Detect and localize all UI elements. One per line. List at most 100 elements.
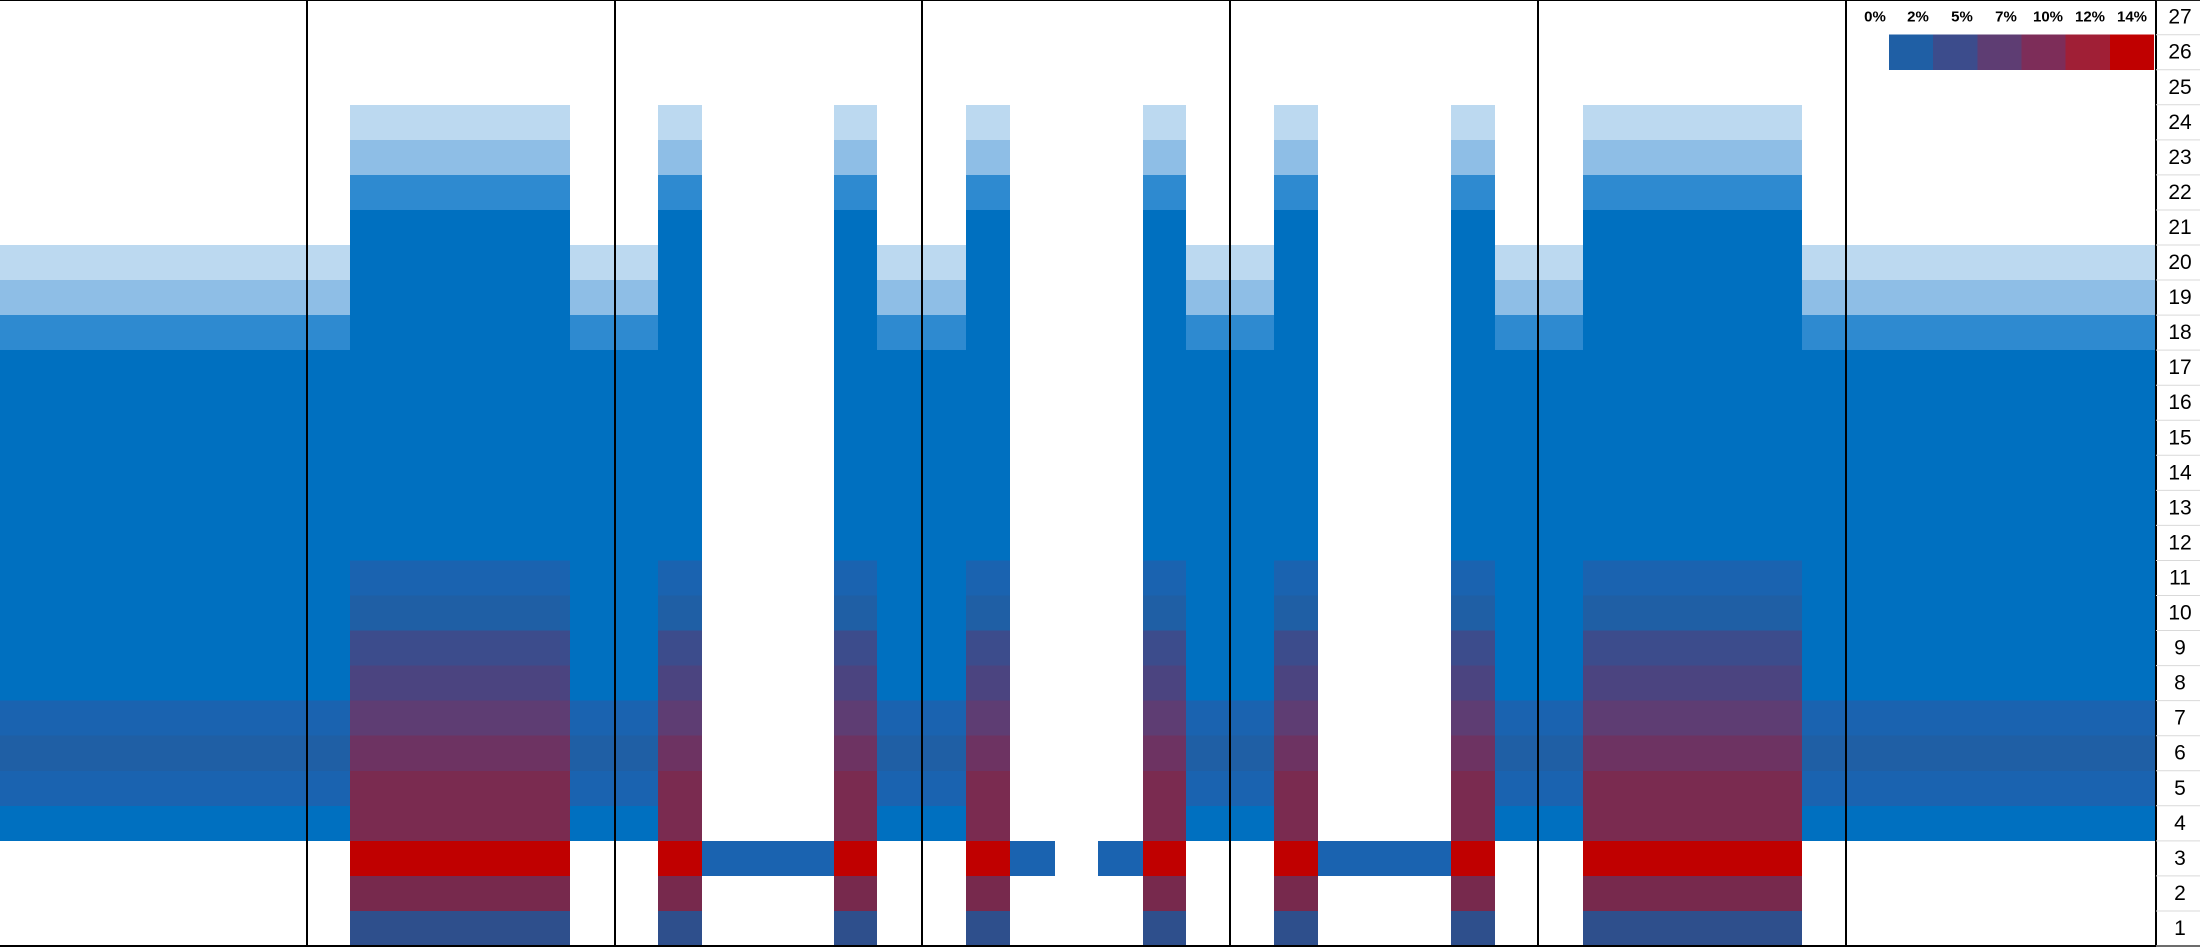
- heatmap-cell: [0, 245, 350, 281]
- heatmap-cell: [1274, 805, 1318, 841]
- heatmap-cell: [1451, 700, 1495, 736]
- heatmap-cell: [1844, 525, 2156, 561]
- heatmap-cell: [658, 104, 702, 140]
- row-label: 25: [2168, 76, 2191, 99]
- heatmap-cell: [0, 525, 350, 561]
- row-label: 18: [2168, 321, 2191, 344]
- row-label: 16: [2168, 391, 2191, 414]
- heatmap-cell: [1143, 910, 1186, 946]
- heatmap-cell: [1274, 595, 1318, 631]
- heatmap-cell: [0, 700, 350, 736]
- heatmap-cell: [0, 385, 350, 421]
- legend-swatch: [2065, 34, 2110, 70]
- heatmap-cell: [0, 280, 350, 316]
- row-label: 13: [2168, 496, 2191, 519]
- row-label: 11: [2169, 566, 2191, 589]
- heatmap-cell: [658, 735, 702, 771]
- heatmap-cell: [1802, 420, 1844, 456]
- heatmap-cell: [658, 840, 702, 876]
- heatmap-cell: [1583, 805, 1802, 841]
- heatmap-cell: [1274, 174, 1318, 210]
- heatmap-cell: [1583, 209, 1802, 561]
- legend-label: 12%: [2075, 9, 2105, 26]
- heatmap-cell: [1802, 350, 1844, 386]
- heatmap-cell: [1583, 595, 1802, 631]
- heatmap-cell: [0, 420, 350, 456]
- heatmap-cell: [966, 595, 1010, 631]
- heatmap-cell: [0, 665, 350, 701]
- heatmap-cell: [834, 770, 877, 806]
- heatmap-cell: [966, 910, 1010, 946]
- row-label: 26: [2168, 41, 2191, 64]
- heatmap-cell: [966, 139, 1010, 175]
- heatmap-cell: [350, 910, 570, 946]
- heatmap-cell: [966, 630, 1010, 666]
- row-label: 3: [2174, 847, 2186, 870]
- heatmap-cell: [1802, 315, 1844, 351]
- heatmap-cell: [0, 805, 350, 841]
- heatmap-cell: [834, 209, 877, 561]
- heatmap-cell: [1844, 665, 2156, 701]
- heatmap-cell: [1583, 139, 1802, 175]
- heatmap-cell: [834, 665, 877, 701]
- heatmap-cell: [1274, 209, 1318, 561]
- legend-swatch: [1933, 34, 1978, 70]
- row-label: 1: [2174, 917, 2186, 940]
- row-label: 12: [2168, 531, 2191, 554]
- heatmap-cell: [966, 209, 1010, 561]
- heatmap-cell: [1583, 875, 1802, 911]
- heatmap-cell: [1451, 840, 1495, 876]
- heatmap-cell: [658, 805, 702, 841]
- row-label: 27: [2168, 6, 2191, 29]
- heatmap-cell: [1143, 735, 1186, 771]
- heatmap-cell: [1802, 280, 1844, 316]
- row-label: 17: [2168, 356, 2191, 379]
- heatmap-cell: [1802, 245, 1844, 281]
- heatmap-cell: [1143, 209, 1186, 561]
- heatmap-cell: [1143, 770, 1186, 806]
- heatmap-cell: [1583, 770, 1802, 806]
- heatmap-cell: [1802, 735, 1844, 771]
- heatmap-cell: [1844, 315, 2156, 351]
- heatmap-cell: [658, 174, 702, 210]
- heatmap-cell: [658, 560, 702, 596]
- heatmap-cell: [1143, 595, 1186, 631]
- heatmap-cell: [658, 665, 702, 701]
- heatmap-cell: [1844, 455, 2156, 491]
- heatmap-cell: [1274, 104, 1318, 140]
- heatmap-cell: [1143, 805, 1186, 841]
- heatmap-cell: [1802, 595, 1844, 631]
- heatmap-cell: [1274, 735, 1318, 771]
- heatmap-cell: [966, 805, 1010, 841]
- heatmap-cell: [1274, 875, 1318, 911]
- heatmap-cell: [658, 209, 702, 561]
- heatmap-cell: [834, 805, 877, 841]
- row-label: 19: [2168, 286, 2191, 309]
- heatmap-cell: [350, 805, 570, 841]
- heatmap-cell: [350, 665, 570, 701]
- heatmap-cell: [0, 315, 350, 351]
- heatmap-cell: [966, 840, 1010, 876]
- heatmap-cell: [1274, 665, 1318, 701]
- heatmap-cell: [1802, 770, 1844, 806]
- heatmap-cell: [658, 770, 702, 806]
- heatmap-cell: [834, 630, 877, 666]
- heatmap-cell: [1143, 875, 1186, 911]
- heatmap-cell: [1451, 630, 1495, 666]
- heatmap-cell: [1844, 490, 2156, 526]
- heatmap-cell: [1274, 770, 1318, 806]
- heatmap-cell: [834, 174, 877, 210]
- row-label: 15: [2168, 426, 2191, 449]
- heatmap-cell: [1451, 104, 1495, 140]
- heatmap-cell: [350, 595, 570, 631]
- heatmap-cell: [1844, 770, 2156, 806]
- row-label: 21: [2168, 216, 2191, 239]
- heatmap-cell: [350, 700, 570, 736]
- row-label: 6: [2174, 742, 2186, 765]
- legend-label: 2%: [1907, 9, 1929, 26]
- heatmap-cell: [1143, 840, 1186, 876]
- heatmap-cell: [834, 735, 877, 771]
- heatmap-cell: [1451, 735, 1495, 771]
- row-label: 7: [2174, 707, 2186, 730]
